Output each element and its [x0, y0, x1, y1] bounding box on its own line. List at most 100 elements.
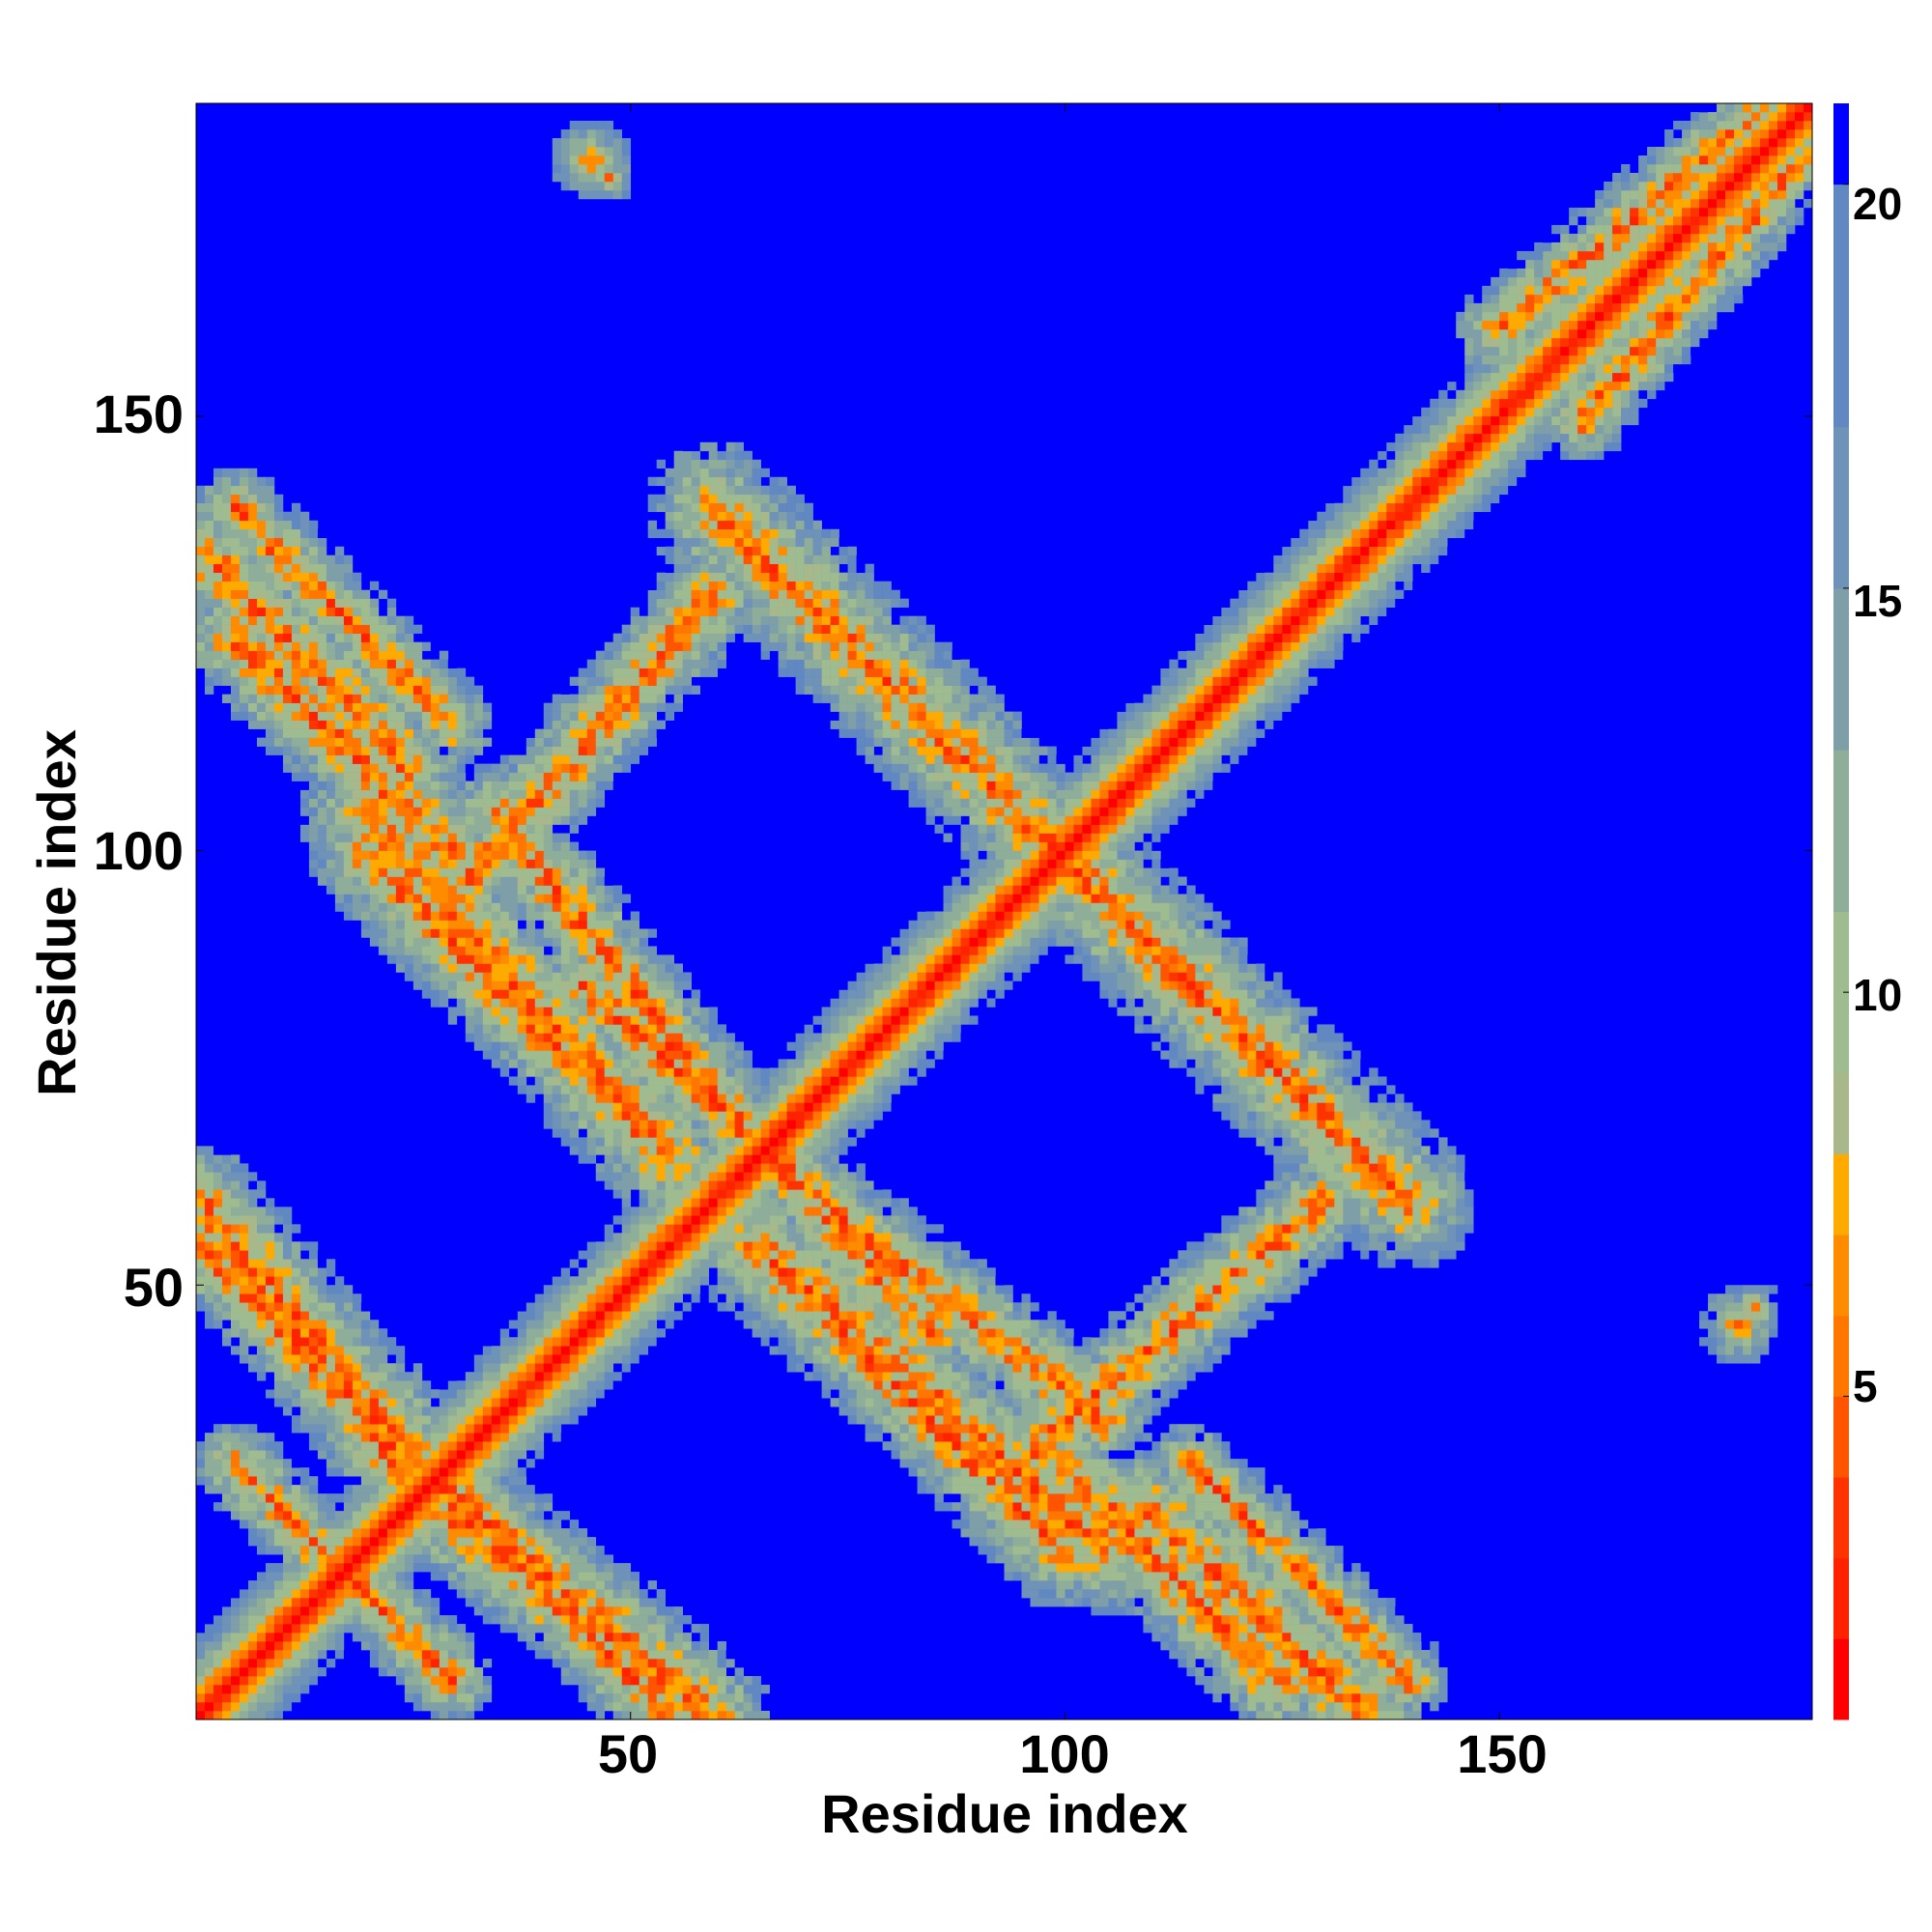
heatmap-cell	[682, 528, 692, 539]
heatmap-cell	[256, 685, 267, 695]
heatmap-cell	[552, 850, 562, 860]
heatmap-cell	[447, 885, 458, 895]
heatmap-cell	[604, 963, 614, 973]
heatmap-cell	[526, 1328, 536, 1338]
heatmap-cell	[421, 789, 432, 799]
heatmap-cell	[221, 528, 232, 539]
heatmap-cell	[204, 659, 214, 668]
heatmap-cell	[630, 1363, 640, 1373]
heatmap-cell	[308, 1424, 319, 1434]
heatmap-cell	[386, 1380, 397, 1390]
heatmap-cell	[491, 1606, 501, 1616]
heatmap-cell	[221, 1267, 232, 1277]
heatmap-cell	[586, 894, 597, 903]
heatmap-cell	[291, 763, 301, 773]
heatmap-cell	[604, 1676, 614, 1686]
heatmap-cell	[239, 1693, 249, 1703]
heatmap-cell	[647, 728, 658, 738]
heatmap-cell	[473, 1346, 484, 1355]
heatmap-cell	[334, 815, 345, 825]
heatmap-cell	[308, 789, 319, 799]
heatmap-cell	[386, 607, 397, 616]
heatmap-cell	[482, 1493, 493, 1503]
heatmap-cell	[299, 1598, 310, 1607]
heatmap-cell	[299, 1615, 310, 1625]
heatmap-cell	[326, 1624, 336, 1634]
heatmap-cell	[343, 1293, 354, 1303]
heatmap-cell	[708, 1207, 718, 1216]
heatmap-cell	[569, 798, 580, 808]
heatmap-cell	[534, 1389, 545, 1399]
heatmap-cell	[682, 450, 692, 461]
heatmap-cell	[508, 954, 519, 964]
heatmap-cell	[421, 1606, 432, 1616]
heatmap-cell	[282, 1615, 293, 1625]
heatmap-cell	[526, 911, 536, 921]
heatmap-cell	[682, 676, 692, 686]
heatmap-cell	[656, 1041, 667, 1051]
heatmap-cell	[543, 1650, 554, 1660]
heatmap-cell	[508, 1424, 519, 1434]
heatmap-cell	[578, 1241, 588, 1251]
heatmap-cell	[526, 1094, 536, 1103]
heatmap-cell	[612, 659, 623, 668]
heatmap-cell	[630, 1650, 640, 1660]
heatmap-cell	[326, 1572, 336, 1581]
heatmap-cell	[578, 1537, 588, 1547]
heatmap-cell	[369, 1650, 380, 1660]
heatmap-cell	[630, 1328, 640, 1338]
heatmap-cell	[612, 1015, 623, 1025]
heatmap-cell	[673, 702, 683, 712]
heatmap-cell	[534, 902, 545, 912]
heatmap-cell	[691, 1693, 700, 1703]
heatmap-cell	[717, 1180, 726, 1190]
heatmap-cell	[317, 1311, 327, 1321]
heatmap-cell	[673, 1641, 683, 1651]
heatmap-cell	[334, 1328, 345, 1338]
heatmap-cell	[569, 1554, 580, 1564]
heatmap-cell	[204, 1163, 214, 1173]
heatmap-cell	[725, 1676, 735, 1686]
heatmap-cell	[699, 1189, 709, 1199]
heatmap-cell	[465, 850, 475, 860]
heatmap-cell	[404, 946, 414, 955]
heatmap-cell	[213, 1276, 223, 1286]
heatmap-cell	[569, 137, 580, 148]
heatmap-cell	[717, 1120, 726, 1129]
heatmap-cell	[465, 728, 475, 738]
heatmap-cell	[552, 1363, 562, 1373]
heatmap-cell	[673, 607, 683, 616]
heatmap-cell	[247, 1320, 258, 1329]
heatmap-cell	[552, 946, 562, 955]
heatmap-cell	[612, 781, 623, 790]
heatmap-cell	[378, 676, 388, 686]
heatmap-cell	[586, 885, 597, 895]
heatmap-cell	[586, 659, 597, 668]
heatmap-cell	[456, 824, 467, 834]
heatmap-cell	[230, 1233, 241, 1242]
heatmap-cell	[552, 1441, 562, 1451]
heatmap-cell	[386, 754, 397, 764]
heatmap-cell	[717, 1285, 726, 1294]
heatmap-cell	[430, 754, 440, 764]
heatmap-cell	[421, 1598, 432, 1607]
heatmap-cell	[708, 1650, 718, 1660]
heatmap-cell	[560, 1546, 571, 1555]
heatmap-cell	[299, 1467, 310, 1477]
heatmap-cell	[543, 1520, 554, 1529]
heatmap-cell	[204, 1285, 214, 1294]
heatmap-cell	[273, 694, 284, 703]
heatmap-cell	[708, 1076, 718, 1086]
heatmap-cell	[412, 798, 423, 808]
heatmap-cell	[595, 972, 606, 981]
heatmap-cell	[317, 685, 327, 695]
heatmap-cell	[630, 1033, 640, 1042]
heatmap-cell	[421, 728, 432, 738]
heatmap-cell	[308, 1659, 319, 1668]
heatmap-cell	[639, 1311, 649, 1321]
heatmap-cell	[526, 1459, 536, 1468]
heatmap-cell	[291, 1311, 301, 1321]
heatmap-cell	[630, 737, 640, 747]
heatmap-cell	[691, 485, 700, 496]
heatmap-cell	[508, 1502, 519, 1512]
